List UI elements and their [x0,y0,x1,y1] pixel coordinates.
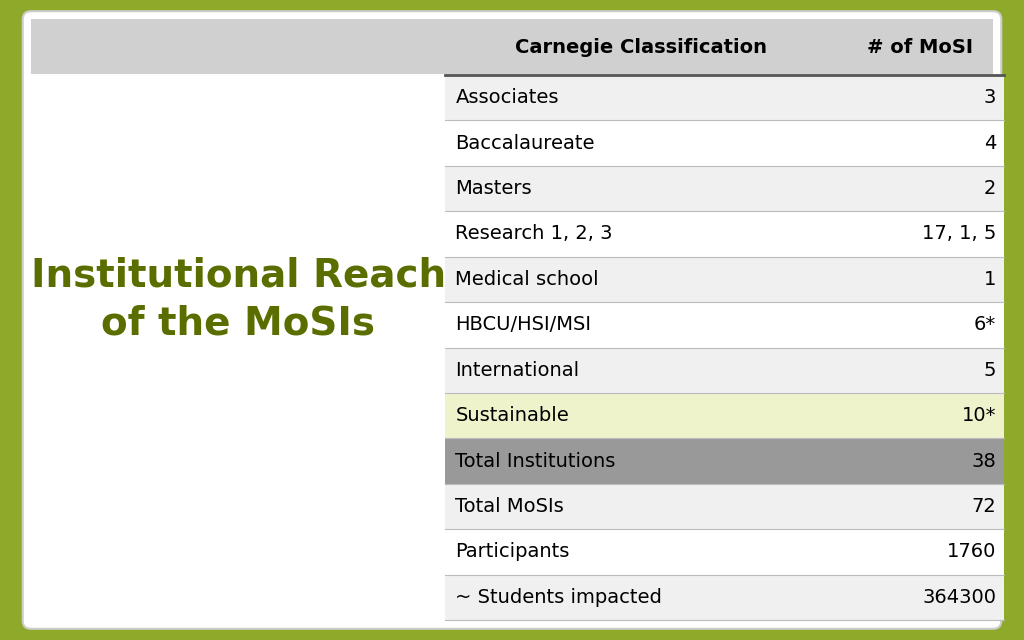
Bar [445,257,1004,302]
Text: 3: 3 [984,88,996,108]
Text: 5: 5 [983,361,996,380]
Text: Carnegie Classification: Carnegie Classification [515,38,767,57]
Bar [445,393,1004,438]
Text: 72: 72 [971,497,996,516]
Bar [445,120,1004,166]
Text: 17, 1, 5: 17, 1, 5 [922,225,996,243]
Text: Institutional Reach: Institutional Reach [31,256,445,294]
Text: Total Institutions: Total Institutions [456,452,615,470]
FancyBboxPatch shape [23,12,1001,628]
Text: 4: 4 [984,134,996,152]
Text: Masters: Masters [456,179,532,198]
Bar [445,438,1004,484]
Text: Research 1, 2, 3: Research 1, 2, 3 [456,225,613,243]
Bar [445,211,1004,257]
Bar [445,166,1004,211]
Text: 6*: 6* [974,316,996,334]
Bar [445,484,1004,529]
Bar [445,302,1004,348]
Text: Total MoSIs: Total MoSIs [456,497,564,516]
Text: 1760: 1760 [946,542,996,561]
Bar [445,529,1004,575]
Bar [445,75,1004,120]
Bar [31,19,993,74]
Text: 2: 2 [984,179,996,198]
Text: 1: 1 [984,270,996,289]
Text: Medical school: Medical school [456,270,599,289]
Text: Sustainable: Sustainable [456,406,569,425]
Text: International: International [456,361,580,380]
Text: Participants: Participants [456,542,569,561]
Text: # of MoSI: # of MoSI [867,38,973,57]
Text: Associates: Associates [456,88,559,108]
Bar [445,575,1004,620]
Text: 38: 38 [971,452,996,470]
Text: of the MoSIs: of the MoSIs [101,304,375,342]
Text: 10*: 10* [962,406,996,425]
Bar [445,348,1004,393]
Text: Baccalaureate: Baccalaureate [456,134,595,152]
Text: HBCU/HSI/MSI: HBCU/HSI/MSI [456,316,592,334]
Text: 364300: 364300 [922,588,996,607]
Text: ~ Students impacted: ~ Students impacted [456,588,663,607]
